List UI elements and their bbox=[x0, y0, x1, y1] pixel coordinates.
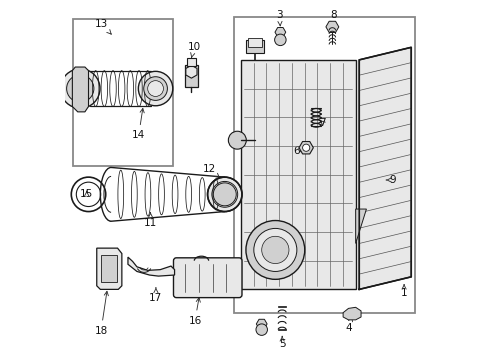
Bar bbox=[247, 39, 262, 47]
Bar bbox=[258, 324, 264, 332]
Text: 13: 13 bbox=[95, 19, 111, 34]
Text: 12: 12 bbox=[203, 164, 219, 177]
Text: 9: 9 bbox=[386, 175, 395, 185]
Text: 18: 18 bbox=[94, 291, 108, 336]
Text: 11: 11 bbox=[143, 212, 157, 228]
Circle shape bbox=[245, 221, 304, 279]
Circle shape bbox=[213, 183, 236, 206]
Circle shape bbox=[143, 77, 167, 100]
Text: 7: 7 bbox=[319, 118, 325, 128]
Bar bbox=[233, 17, 414, 313]
Text: 17: 17 bbox=[149, 288, 162, 303]
Text: 4: 4 bbox=[345, 317, 352, 333]
Polygon shape bbox=[274, 27, 285, 37]
Bar bbox=[241, 60, 355, 289]
Polygon shape bbox=[256, 319, 266, 329]
Circle shape bbox=[302, 144, 309, 151]
Polygon shape bbox=[97, 248, 122, 289]
Circle shape bbox=[61, 69, 100, 108]
Bar bbox=[277, 32, 283, 42]
Circle shape bbox=[274, 34, 285, 46]
Circle shape bbox=[228, 131, 246, 149]
Bar bbox=[101, 255, 117, 282]
Bar bbox=[187, 58, 195, 66]
Text: 1: 1 bbox=[400, 285, 407, 298]
Text: 2: 2 bbox=[258, 323, 264, 333]
Polygon shape bbox=[185, 65, 197, 78]
Text: 16: 16 bbox=[188, 298, 201, 325]
Text: 3: 3 bbox=[276, 10, 283, 26]
Circle shape bbox=[207, 177, 242, 212]
Polygon shape bbox=[128, 257, 174, 276]
Polygon shape bbox=[359, 47, 410, 289]
Bar bbox=[184, 65, 198, 87]
Text: 6: 6 bbox=[293, 146, 302, 156]
Polygon shape bbox=[343, 307, 360, 320]
Circle shape bbox=[147, 81, 163, 96]
Bar bbox=[278, 306, 285, 307]
Polygon shape bbox=[298, 141, 313, 154]
Circle shape bbox=[261, 236, 288, 264]
Text: 15: 15 bbox=[80, 189, 93, 199]
Polygon shape bbox=[72, 67, 88, 112]
Text: 5: 5 bbox=[278, 336, 285, 349]
Text: 14: 14 bbox=[132, 108, 145, 140]
Bar bbox=[73, 19, 172, 166]
Polygon shape bbox=[325, 21, 338, 32]
Polygon shape bbox=[355, 209, 366, 243]
Circle shape bbox=[138, 71, 172, 106]
Bar bbox=[246, 40, 264, 53]
Text: 8: 8 bbox=[329, 10, 336, 26]
Circle shape bbox=[253, 228, 296, 271]
Circle shape bbox=[255, 324, 267, 336]
FancyBboxPatch shape bbox=[173, 258, 242, 298]
Circle shape bbox=[66, 75, 94, 102]
Text: 10: 10 bbox=[187, 42, 201, 57]
